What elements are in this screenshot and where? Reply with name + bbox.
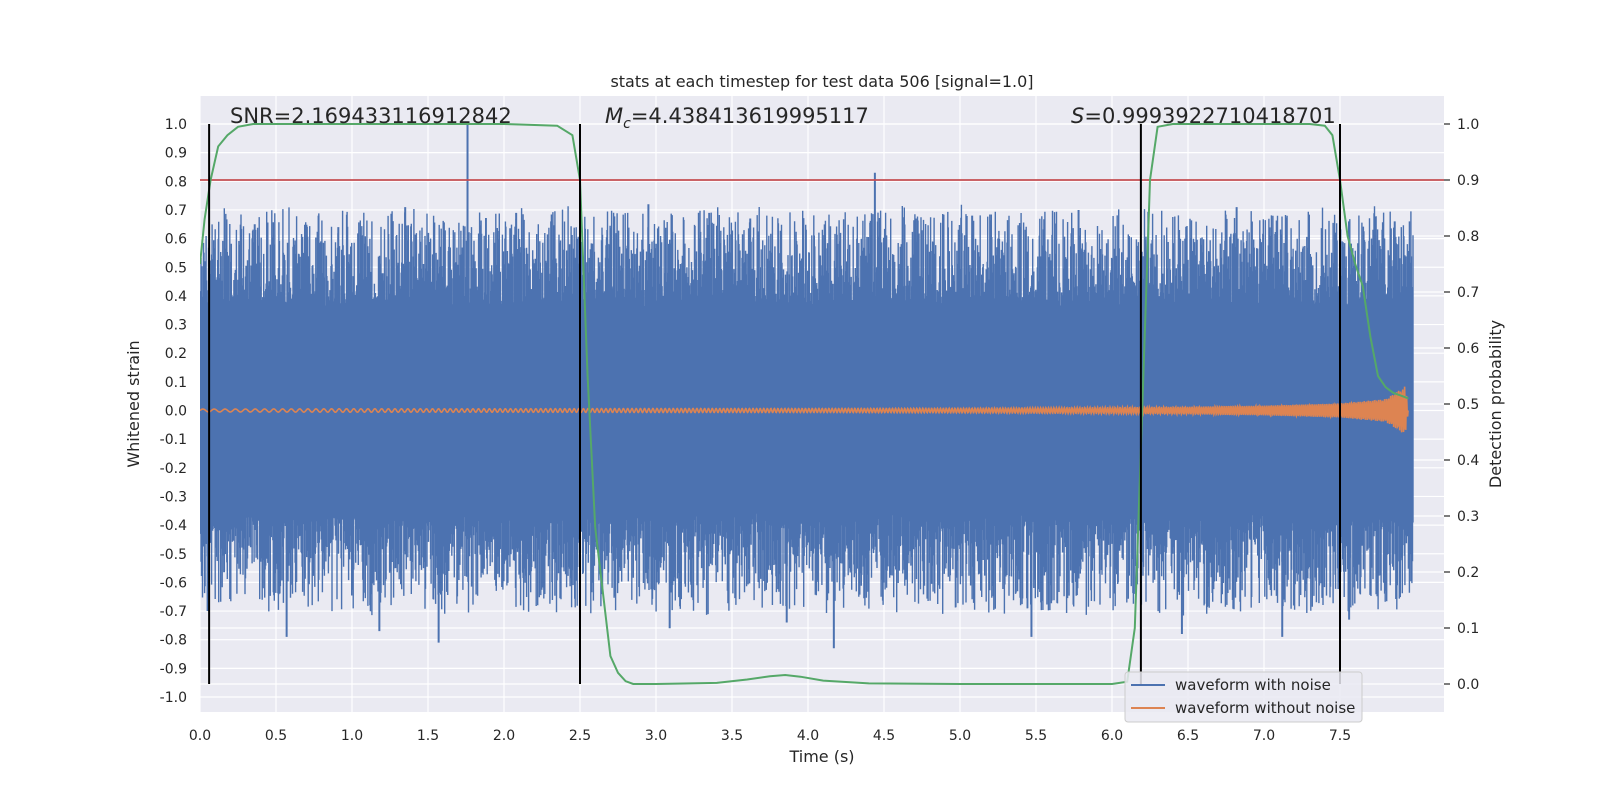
chirp-mass-symbol: M [605, 104, 623, 128]
y-tick-label: 0.4 [165, 289, 187, 305]
y-tick-label: 0.0 [165, 404, 187, 420]
chirp-mass-value: =4.438413619995117 [631, 104, 869, 128]
y-tick-label: 0.5 [165, 260, 187, 276]
y-tick-label: -0.5 [160, 547, 187, 563]
y-tick-label: -0.8 [160, 633, 187, 649]
y2-tick-label: 0.7 [1457, 285, 1479, 301]
y2-tick-label: 0.9 [1457, 173, 1479, 189]
y-tick-label: 0.6 [165, 232, 187, 248]
y2-tick-label: 1.0 [1457, 117, 1479, 133]
y-tick-label: 0.7 [165, 203, 187, 219]
x-tick-label: 0.0 [189, 728, 211, 744]
significance-annotation: S=0.9993922710418701 [1071, 104, 1336, 128]
x-axis-label: Time (s) [788, 747, 854, 766]
y-tick-label: 0.9 [165, 146, 187, 162]
x-tick-label: 5.5 [1025, 728, 1047, 744]
x-tick-label: 7.5 [1329, 728, 1351, 744]
detection-probability-line [200, 123, 1409, 685]
x-tick-label: 4.0 [797, 728, 819, 744]
axes: 0.0 0.5 1.0 1.5 2.0 2.5 3.0 3.5 4.0 4.5 5.0 5.5 6.0 6… [160, 117, 1480, 744]
legend-noise-label: waveform with noise [1175, 676, 1331, 694]
x-tick-label: 6.5 [1177, 728, 1199, 744]
chirp-mass-subscript: c [623, 116, 631, 132]
significance-value: =0.9993922710418701 [1084, 104, 1335, 128]
x-tick-label: 6.0 [1101, 728, 1123, 744]
plot-layer [200, 123, 1444, 685]
y2-tick-label: 0.6 [1457, 341, 1479, 357]
clean-waveform-line [200, 386, 1410, 433]
x-tick-label: 3.5 [721, 728, 743, 744]
x-tick-label: 5.0 [949, 728, 971, 744]
x-tick-label: 1.5 [417, 728, 439, 744]
legend-clean-label: waveform without noise [1175, 699, 1355, 717]
y-tick-label: -0.2 [160, 461, 187, 477]
x-tick-label: 7.0 [1253, 728, 1275, 744]
y-tick-label: 0.3 [165, 318, 187, 334]
significance-symbol: S [1071, 104, 1084, 128]
y2-tick-label: 0.5 [1457, 397, 1479, 413]
x-tick-label: 2.0 [493, 728, 515, 744]
chirp-mass-annotation: Mc=4.438413619995117 [605, 104, 869, 132]
x-tick-label: 1.0 [341, 728, 363, 744]
y2-tick-label: 0.8 [1457, 229, 1479, 245]
y2-tick-label: 0.0 [1457, 677, 1479, 693]
legend: waveform with noise waveform without noi… [1124, 671, 1363, 723]
y-tick-label: 1.0 [165, 117, 187, 133]
y-axis-label: Whitened strain [124, 340, 143, 467]
snr-annotation: SNR=2.169433116912842 [230, 104, 512, 128]
y2-tick-label: 0.1 [1457, 621, 1479, 637]
x-tick-label: 2.5 [569, 728, 591, 744]
x-tick-label: 0.5 [265, 728, 287, 744]
chart-title: stats at each timestep for test data 506… [610, 72, 1033, 91]
y-tick-label: -0.1 [160, 432, 187, 448]
y-tick-label: -0.9 [160, 661, 187, 677]
y2-tick-label: 0.4 [1457, 453, 1479, 469]
y-tick-label: -0.7 [160, 604, 187, 620]
y2-tick-label: 0.2 [1457, 565, 1479, 581]
y2-axis-label: Detection probability [1486, 320, 1505, 488]
y-tick-label: -0.6 [160, 575, 187, 591]
y-tick-label: -1.0 [160, 690, 187, 706]
plot-area [200, 123, 1444, 685]
x-tick-label: 3.0 [645, 728, 667, 744]
y-tick-label: 0.2 [165, 346, 187, 362]
y-tick-label: -0.3 [160, 489, 187, 505]
x-tick-label: 4.5 [873, 728, 895, 744]
legend-box [1124, 671, 1363, 723]
y2-tick-label: 0.3 [1457, 509, 1479, 525]
y-tick-label: 0.1 [165, 375, 187, 391]
y-tick-label: 0.8 [165, 174, 187, 190]
y-tick-label: -0.4 [160, 518, 187, 534]
